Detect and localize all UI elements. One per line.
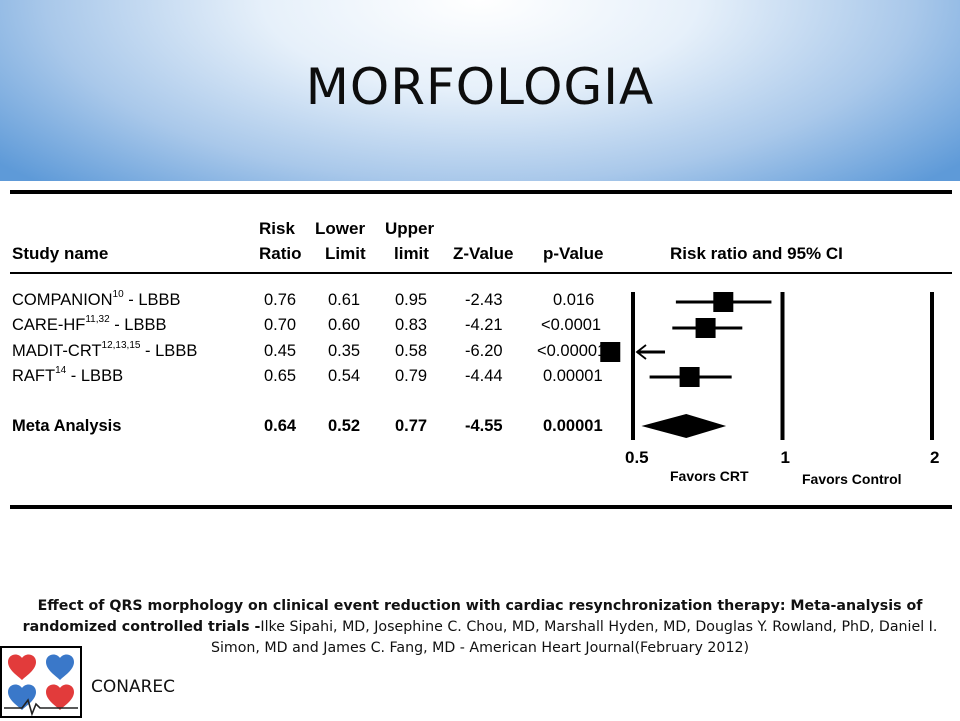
meta-z-value: -4.55 [465, 417, 503, 435]
point-estimate-square [713, 292, 734, 312]
ci-truncation-arrow [635, 344, 647, 360]
header-study-name: Study name [12, 244, 109, 263]
citation-caption: Effect of QRS morphology on clinical eve… [10, 596, 950, 659]
conarec-heart-logo-icon [0, 646, 82, 718]
meta-risk-ratio: 0.64 [264, 417, 297, 435]
slide-header: MORFOLOGIA [0, 0, 960, 181]
x-tick-label: 1 [781, 448, 790, 467]
summary-diamond [641, 414, 727, 438]
study-name: RAFT14 - LBBB [12, 365, 124, 386]
table-bottom-rule [10, 505, 952, 509]
meta-lower-limit: 0.52 [328, 417, 361, 435]
lower-limit: 0.60 [328, 316, 361, 334]
header-lower: Lower [315, 219, 366, 238]
z-value: -6.20 [465, 342, 503, 360]
p-value: <0.00001 [537, 342, 607, 360]
z-value: -4.21 [465, 316, 503, 334]
header-p-value: p-Value [543, 244, 604, 263]
favors-crt-label: Favors CRT [670, 468, 749, 484]
header-ci: Risk ratio and 95% CI [670, 244, 843, 263]
header-z-value: Z-Value [453, 244, 514, 263]
point-estimate-square [679, 367, 700, 387]
slide-title: MORFOLOGIA [305, 58, 655, 116]
meta-p-value: 0.00001 [543, 417, 603, 435]
header-ratio: Ratio [259, 244, 302, 263]
x-tick-label: 2 [930, 448, 939, 467]
lower-limit: 0.54 [328, 367, 361, 385]
p-value: 0.016 [553, 291, 595, 309]
upper-limit: 0.95 [395, 291, 428, 309]
upper-limit: 0.79 [395, 367, 428, 385]
header-risk: Risk [259, 219, 295, 238]
favors-control-label: Favors Control [802, 471, 902, 487]
citation-authors: Ilke Sipahi, MD, Josephine C. Chou, MD, … [210, 619, 938, 656]
risk-ratio: 0.65 [264, 367, 297, 385]
study-name: CARE-HF11,32 - LBBB [12, 314, 167, 335]
point-estimate-square [695, 318, 716, 338]
header-upper: Upper [385, 219, 435, 238]
header-limit-upper: limit [394, 244, 429, 263]
risk-ratio: 0.76 [264, 291, 297, 309]
p-value: 0.00001 [543, 367, 603, 385]
meta-name: Meta Analysis [12, 417, 122, 435]
risk-ratio: 0.45 [264, 342, 297, 360]
x-tick-label: 0.5 [625, 448, 649, 467]
study-name: MADIT-CRT12,13,15 - LBBB [12, 340, 198, 361]
z-value: -2.43 [465, 291, 503, 309]
risk-ratio: 0.70 [264, 316, 297, 334]
table-header-rule [10, 272, 952, 274]
lower-limit: 0.35 [328, 342, 361, 360]
header-limit: Limit [325, 244, 366, 263]
upper-limit: 0.58 [395, 342, 428, 360]
p-value: <0.0001 [541, 316, 602, 334]
study-name: COMPANION10 - LBBB [12, 289, 181, 310]
citation-title: Effect of QRS morphology on clinical eve… [22, 598, 923, 635]
z-value: -4.44 [465, 367, 503, 385]
meta-upper-limit: 0.77 [395, 417, 428, 435]
org-name: CONAREC [91, 677, 176, 697]
point-estimate-square [600, 342, 621, 362]
table-top-rule [10, 190, 952, 194]
upper-limit: 0.83 [395, 316, 428, 334]
lower-limit: 0.61 [328, 291, 361, 309]
